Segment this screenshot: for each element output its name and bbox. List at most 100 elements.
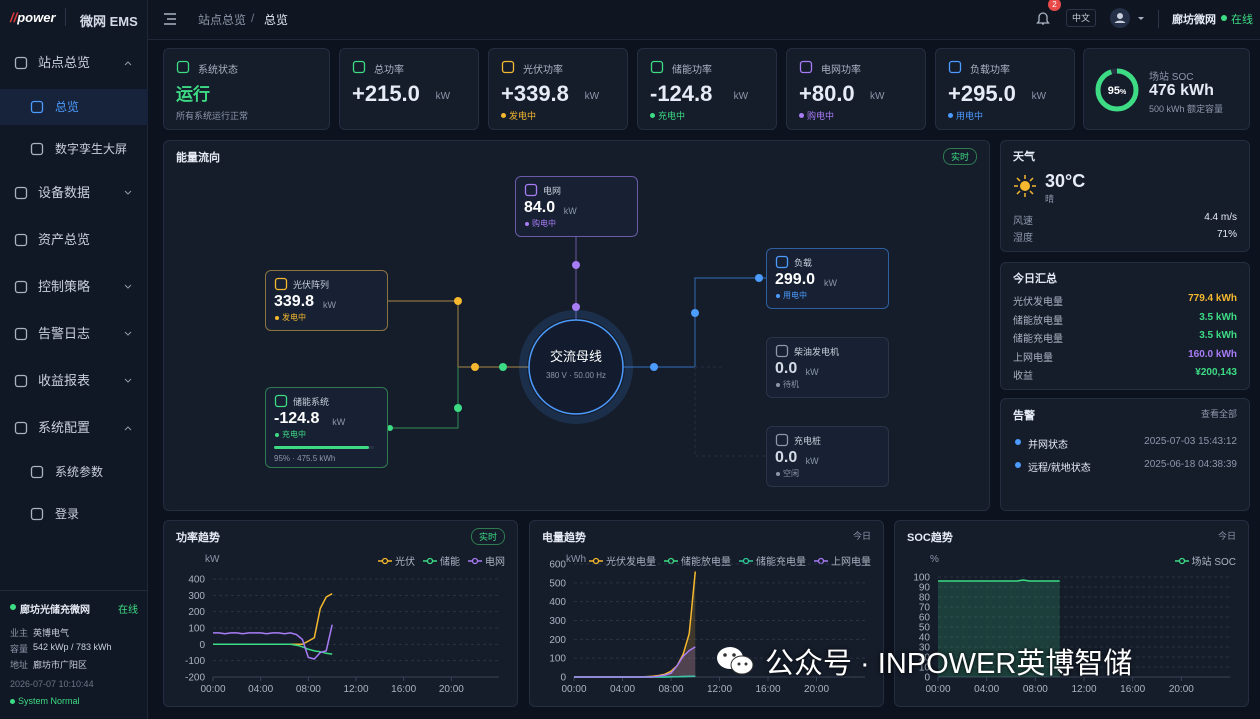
- flow-node[interactable]: 电网 84.0 kW 购电中: [515, 176, 638, 237]
- lang[interactable]: 中文: [1066, 9, 1096, 27]
- flow-node[interactable]: 柴油发电机 0.0 kW 待机: [766, 337, 889, 398]
- divider: [65, 8, 66, 26]
- kpi-unit: kW: [733, 91, 749, 102]
- load-line: [623, 277, 766, 368]
- status-dot: [650, 113, 655, 118]
- kpi-title: 储能功率: [672, 65, 712, 76]
- y-tick-label: 500: [549, 578, 566, 589]
- y-tick-label: 30: [919, 643, 931, 654]
- flow-panel: 能量流向 实时 交流母线 380 V · 50.00 Hz 电网 84.0 kW 购电…: [163, 140, 990, 511]
- node-name: 电网: [543, 186, 562, 196]
- submenu-item[interactable]: 总览: [0, 89, 148, 125]
- node-value: -124.8: [274, 410, 320, 427]
- crumb-sep: /: [251, 11, 255, 25]
- status-dot: [776, 294, 780, 298]
- menu-item[interactable]: 收益报表: [0, 363, 148, 399]
- submenu-item[interactable]: 登录: [0, 496, 148, 532]
- menu-label: 系统参数: [55, 465, 104, 479]
- x-tick-label: 08:00: [296, 684, 321, 695]
- submenu-item[interactable]: 系统参数: [0, 454, 148, 490]
- bar-fill: [274, 446, 369, 449]
- gauge-value: 95: [1108, 85, 1120, 97]
- badge: 2: [1048, 0, 1061, 11]
- gauge-unit: %: [1120, 89, 1127, 96]
- site-status: 在线: [118, 605, 138, 616]
- node-name: 储能系统: [293, 397, 330, 407]
- icon-shape: [524, 183, 538, 197]
- icon-shape: [176, 60, 190, 74]
- menu-toggle[interactable]: [163, 12, 177, 26]
- menu-item[interactable]: 控制策略: [0, 269, 148, 305]
- alarm-panel: 告警 查看全部 并网状态 2025-07-03 15:43:12 远程/就地状态 20…: [1000, 398, 1250, 511]
- flow-node[interactable]: 储能系统 -124.8 kW 充电中 95% · 475.5 kWh: [265, 387, 388, 468]
- kpi-status: 购电中: [807, 111, 835, 121]
- bus-spec: 380 V · 50.00 Hz: [546, 371, 606, 380]
- icon: [14, 374, 28, 388]
- status-dot: [799, 113, 804, 118]
- menu-item[interactable]: 告警日志: [0, 316, 148, 352]
- y-tick-label: 100: [913, 573, 930, 584]
- area: [574, 571, 696, 677]
- menu-item[interactable]: 资产总览: [0, 222, 148, 258]
- menu-item[interactable]: 设备数据: [0, 175, 148, 211]
- soc-gauge: 95%: [1095, 68, 1139, 112]
- view-all[interactable]: 查看全部: [1200, 409, 1237, 419]
- kpi-value: +215.0: [352, 81, 420, 106]
- live-badge: 实时: [942, 148, 977, 165]
- menu-item[interactable]: 站点总览: [0, 45, 148, 81]
- node-value: 339.8: [274, 293, 315, 310]
- menu-label: 设备数据: [38, 185, 91, 200]
- icon: [799, 60, 813, 74]
- kpi-status: 用电中: [956, 111, 984, 121]
- icon-shape: [501, 60, 515, 74]
- y-tick-label: 80: [919, 593, 931, 604]
- flow-dot: [572, 261, 580, 269]
- y-tick-label: 40: [919, 633, 931, 644]
- y-tick-label: 20: [919, 653, 931, 664]
- row-value: 3.5 kWh: [1199, 311, 1237, 323]
- y-tick-label: 50: [919, 623, 931, 634]
- icon: [775, 255, 789, 269]
- legend-item: 储能充电量: [739, 553, 806, 568]
- bell[interactable]: [1036, 10, 1050, 26]
- logo-text: power: [17, 10, 56, 25]
- watermark-text: 公众号 · INPOWER英博智储: [765, 648, 1133, 680]
- menu-item[interactable]: 系统配置: [0, 410, 148, 446]
- status-dot: [10, 604, 16, 610]
- crumb[interactable]: 站点总览: [198, 13, 247, 27]
- icon-shape: [775, 255, 789, 269]
- chart-badge: 今日: [1217, 531, 1236, 541]
- info-value: 542 kWp / 783 kWh: [33, 642, 112, 652]
- row-label: 湿度: [1013, 233, 1033, 244]
- status-dot: [275, 433, 279, 437]
- icon-shape: [14, 280, 28, 294]
- x-tick-label: 16:00: [755, 684, 780, 695]
- icon: [176, 60, 190, 74]
- line: [213, 624, 333, 660]
- info-value: 廊坊市广阳区: [33, 660, 88, 670]
- icon: [14, 327, 28, 341]
- avatar[interactable]: [1110, 8, 1146, 30]
- legend-label: 储能充电量: [756, 557, 806, 568]
- chevron-shape: [124, 378, 132, 383]
- area: [574, 646, 696, 677]
- legend-marker: [426, 557, 434, 564]
- submenu-item[interactable]: 数字孪生大屏: [0, 131, 148, 167]
- panel-title: 今日汇总: [1013, 273, 1057, 285]
- flow-dot: [572, 303, 580, 311]
- chart-badge: 实时: [470, 528, 505, 545]
- kpi-title: 总功率: [374, 65, 404, 76]
- sky: 晴: [1045, 194, 1055, 204]
- flow-node[interactable]: 充电桩 0.0 kW 空闲: [766, 426, 889, 487]
- chevron: [124, 331, 132, 336]
- kpi-card: 储能功率 -124.8 kW 充电中: [637, 48, 777, 130]
- chart-title: 电量趋势: [542, 532, 586, 544]
- gauge-label: 95%: [1108, 85, 1127, 97]
- panel-title: 告警: [1013, 410, 1035, 422]
- node-unit: kW: [805, 456, 819, 466]
- flow-node[interactable]: 负载 299.0 kW 用电中: [766, 248, 889, 309]
- x-tick-label: 00:00: [925, 684, 950, 695]
- flow-node[interactable]: 光伏阵列 339.8 kW 发电中: [265, 270, 388, 331]
- line: [574, 571, 697, 678]
